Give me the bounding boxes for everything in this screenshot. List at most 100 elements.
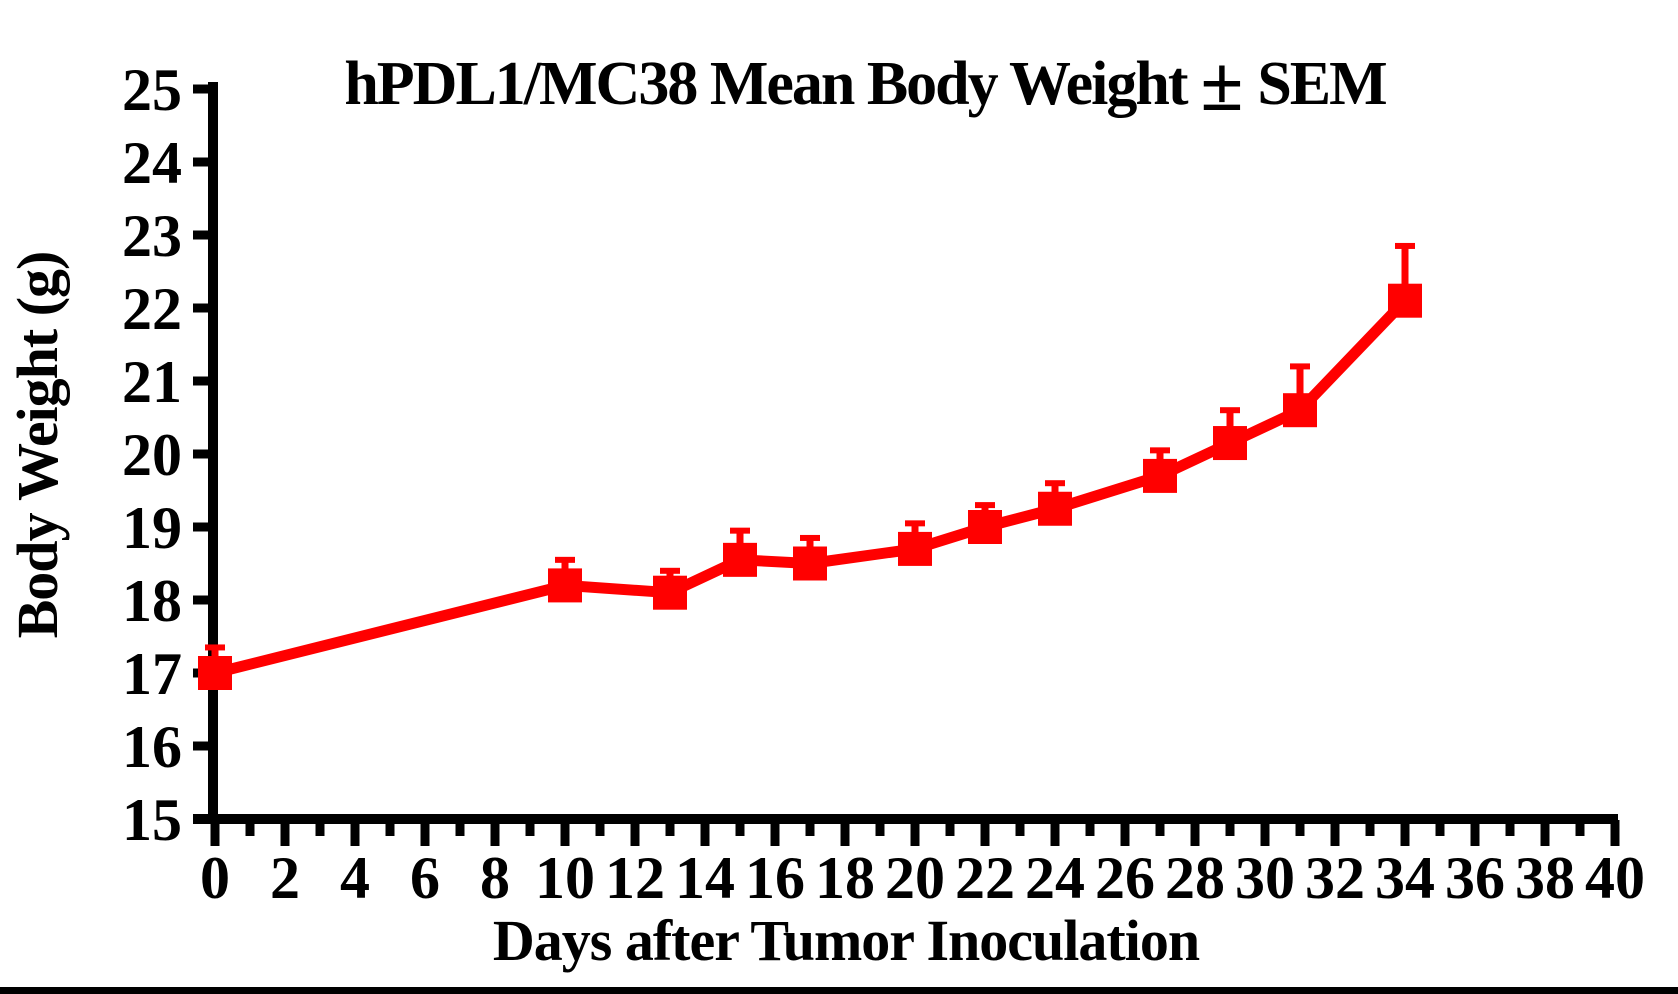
x-minor-tick	[1365, 820, 1375, 836]
x-tick-label: 40	[1585, 845, 1645, 911]
x-major-tick	[1330, 820, 1340, 846]
x-major-tick	[1190, 820, 1200, 846]
x-tick-label: 0	[200, 845, 230, 911]
x-tick-label: 14	[675, 845, 735, 911]
data-point-marker	[1038, 491, 1072, 526]
data-series	[198, 242, 1422, 690]
x-minor-tick	[525, 820, 535, 836]
y-tick-label: 22	[122, 276, 182, 342]
error-bar-cap	[975, 502, 995, 509]
error-bar-cap	[800, 534, 820, 541]
x-major-tick	[280, 820, 290, 846]
y-tick	[193, 376, 215, 386]
y-tick-label: 23	[122, 203, 182, 269]
y-tick-label: 17	[122, 641, 182, 707]
x-tick-label: 36	[1445, 845, 1505, 911]
x-major-tick	[840, 820, 850, 846]
x-tick-label: 2	[270, 845, 300, 911]
y-tick-label: 15	[122, 787, 182, 853]
y-tick	[193, 449, 215, 459]
x-minor-tick	[875, 820, 885, 836]
x-minor-tick	[945, 820, 955, 836]
x-minor-tick	[1575, 820, 1585, 836]
x-tick-label: 10	[535, 845, 595, 911]
x-minor-tick	[1505, 820, 1515, 836]
error-bar-cap	[555, 556, 575, 563]
y-tick-label: 16	[122, 714, 182, 780]
y-tick-label: 20	[122, 422, 182, 488]
x-major-tick	[1610, 820, 1620, 846]
y-tick	[193, 595, 215, 605]
error-bar-cap	[660, 567, 680, 574]
data-point-marker	[1213, 426, 1247, 461]
x-major-tick	[350, 820, 360, 846]
x-tick-label: 28	[1165, 845, 1225, 911]
x-minor-tick	[1015, 820, 1025, 836]
y-tick-label: 18	[122, 568, 182, 634]
data-point-marker	[793, 546, 827, 581]
x-tick-label: 4	[340, 845, 370, 911]
error-bar-cap	[1150, 447, 1170, 454]
data-point-marker	[1388, 283, 1422, 318]
x-minor-tick	[315, 820, 325, 836]
x-tick-label: 30	[1235, 845, 1295, 911]
y-tick	[193, 522, 215, 532]
x-minor-tick	[735, 820, 745, 836]
x-tick-label: 20	[885, 845, 945, 911]
data-point-marker	[898, 531, 932, 566]
x-major-tick	[1540, 820, 1550, 846]
x-major-tick	[1470, 820, 1480, 846]
y-tick	[193, 230, 215, 240]
x-major-tick	[1400, 820, 1410, 846]
x-major-tick	[210, 820, 220, 846]
x-major-tick	[490, 820, 500, 846]
y-tick-label: 19	[122, 495, 182, 561]
chart-title-suffix: SEM	[1257, 50, 1386, 118]
y-tick-label: 21	[122, 349, 182, 415]
x-major-tick	[700, 820, 710, 846]
error-bar-cap	[730, 527, 750, 534]
x-minor-tick	[455, 820, 465, 836]
x-major-tick	[560, 820, 570, 846]
y-tick	[193, 741, 215, 751]
x-minor-tick	[245, 820, 255, 836]
x-major-tick	[1120, 820, 1130, 846]
x-tick-label: 8	[480, 845, 510, 911]
x-major-tick	[1260, 820, 1270, 846]
y-tick-label: 25	[122, 57, 182, 123]
x-minor-tick	[1155, 820, 1165, 836]
y-tick	[193, 84, 215, 94]
chart-title-text: hPDL1/MC38 Mean Body Weight	[344, 50, 1189, 118]
x-tick-label: 34	[1375, 845, 1435, 911]
x-tick-label: 38	[1515, 845, 1575, 911]
y-tick	[193, 814, 215, 824]
data-point-marker	[653, 575, 687, 610]
x-axis-label: Days after Tumor Inoculation	[493, 908, 1200, 973]
y-axis-label: Body Weight (g)	[5, 252, 70, 639]
x-minor-tick	[1225, 820, 1235, 836]
x-major-tick	[1050, 820, 1060, 846]
x-minor-tick	[1295, 820, 1305, 836]
error-bar-cap	[1290, 363, 1310, 370]
x-major-tick	[980, 820, 990, 846]
x-tick-label: 12	[605, 845, 665, 911]
data-point-marker	[198, 656, 232, 690]
x-tick-label: 18	[815, 845, 875, 911]
x-minor-tick	[595, 820, 605, 836]
x-minor-tick	[1085, 820, 1095, 836]
x-tick-label: 26	[1095, 845, 1155, 911]
y-tick	[193, 303, 215, 313]
x-tick-label: 32	[1305, 845, 1365, 911]
error-bar-cap	[1045, 480, 1065, 487]
data-point-marker	[723, 542, 757, 577]
bottom-border-bar	[0, 987, 1678, 994]
x-tick-label: 16	[745, 845, 805, 911]
x-tick-label: 22	[955, 845, 1015, 911]
plus-minus-symbol: ±	[1201, 40, 1244, 127]
x-major-tick	[770, 820, 780, 846]
x-minor-tick	[665, 820, 675, 836]
y-tick	[193, 157, 215, 167]
x-major-tick	[910, 820, 920, 846]
